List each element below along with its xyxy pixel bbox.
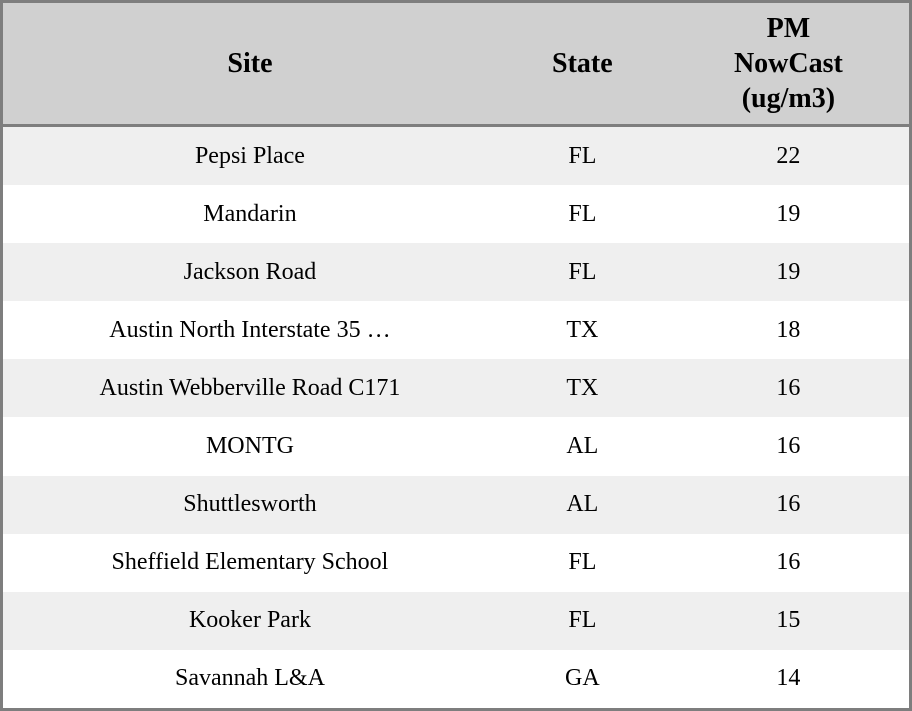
site-cell: Austin North Interstate 35 …	[109, 316, 391, 343]
table-row: Savannah L&A GA 14	[1, 649, 911, 710]
state-cell: FL	[568, 607, 597, 634]
table-row: Pepsi Place FL 22	[1, 125, 911, 186]
site-cell: Kooker Park	[188, 607, 311, 634]
state-cell: FL	[568, 549, 597, 576]
pm-cell: 18	[776, 316, 801, 343]
site-cell: Mandarin	[203, 200, 297, 227]
pm-cell: 22	[776, 142, 801, 169]
table-row: Jackson Road FL 19	[1, 243, 911, 302]
pm-cell: 16	[776, 549, 801, 576]
state-cell: AL	[566, 433, 599, 460]
pm-cell: 16	[776, 433, 801, 460]
table-row: Austin North Interstate 35 … TX 18	[1, 301, 911, 360]
site-cell: Savannah L&A	[174, 665, 325, 692]
site-cell: Pepsi Place	[194, 142, 305, 169]
state-cell: FL	[568, 258, 597, 285]
column-header-site: Site	[1, 1, 497, 127]
pm-cell: 19	[776, 258, 801, 285]
state-cell: FL	[568, 200, 597, 227]
header-row: Site State PM NowCast (ug/m3)	[1, 1, 911, 127]
site-cell: MONTG	[205, 433, 294, 460]
pm-cell: 16	[776, 374, 801, 401]
site-cell: Austin Webberville Road C171	[99, 374, 401, 401]
site-cell: Shuttlesworth	[183, 491, 317, 518]
pm-header-line-2: NowCast	[733, 48, 843, 79]
state-cell: GA	[565, 665, 600, 692]
pm-cell: 15	[776, 607, 801, 634]
table-row: Austin Webberville Road C171 TX 16	[1, 359, 911, 418]
column-header-pm-nowcast: PM NowCast (ug/m3)	[667, 1, 911, 127]
state-cell: TX	[566, 374, 599, 401]
site-cell: Sheffield Elementary School	[111, 549, 389, 576]
table-body: Pepsi Place FL 22 Mandarin FL 19 Jackson…	[1, 125, 911, 710]
table-row: Sheffield Elementary School FL 16	[1, 533, 911, 592]
pm-header-line-1: PM	[766, 13, 811, 44]
table-header: Site State PM NowCast (ug/m3)	[1, 1, 911, 127]
table-row: Kooker Park FL 15	[1, 591, 911, 650]
state-cell: FL	[568, 142, 597, 169]
pm-header-line-3: (ug/m3)	[741, 83, 836, 114]
state-cell: TX	[566, 316, 599, 343]
pm-cell: 19	[776, 200, 801, 227]
pm-cell: 16	[776, 491, 801, 518]
table-row: Mandarin FL 19	[1, 185, 911, 244]
column-header-state: State	[496, 1, 668, 127]
table-row: MONTG AL 16	[1, 417, 911, 476]
pm-cell: 14	[776, 665, 801, 692]
site-cell: Jackson Road	[183, 258, 317, 285]
state-cell: AL	[566, 491, 599, 518]
table-row: Shuttlesworth AL 16	[1, 475, 911, 534]
